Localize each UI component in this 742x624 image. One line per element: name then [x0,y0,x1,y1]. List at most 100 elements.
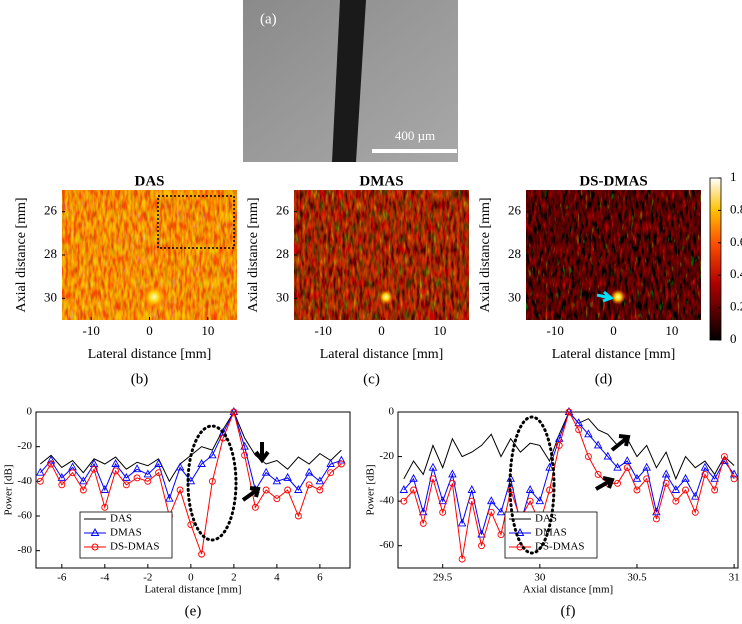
x-axis-label: Lateral distance [mm] [552,347,676,362]
x-tick-label: 31 [729,572,740,584]
marker [691,491,700,500]
y-tick-label: 28 [276,246,289,261]
marker [154,459,163,467]
marker [155,469,163,477]
marker [112,467,120,475]
panel-label: (a) [260,11,277,27]
marker [272,476,282,485]
marker [710,473,719,482]
marker [594,470,602,478]
marker [575,426,583,434]
marker [633,486,641,494]
legend-marker [91,543,99,551]
x-tick-label: 10 [433,323,446,338]
marker [229,407,239,415]
marker [730,475,738,483]
marker [623,464,631,472]
x-tick-label: 4 [274,572,280,584]
marker [46,455,56,464]
marker [208,477,216,485]
x-tick-label: 10 [201,323,214,338]
marker [671,485,681,493]
marker [409,473,418,482]
marker [79,486,87,494]
marker [399,485,409,493]
marker [315,476,325,485]
marker [614,479,621,487]
marker [574,418,583,427]
marker [410,486,417,494]
marker [535,496,545,505]
marker [584,429,593,438]
marker [565,408,573,416]
marker [526,497,534,505]
cyan-arrow [596,290,614,303]
marker [478,542,485,550]
marker [175,462,185,471]
marker [428,462,438,471]
marker [144,477,152,485]
legend-marker [90,527,100,536]
arrow [595,476,615,491]
marker [36,467,45,476]
image-title: DMAS [359,173,403,189]
colorbar-tick-label: 0 [730,331,737,346]
y-axis-label: Axial distance [mm] [246,197,261,312]
roi-box [157,195,235,249]
marker [419,519,427,527]
marker [681,473,690,482]
marker [400,497,408,505]
x-tick-label: -2 [143,572,152,584]
marker [176,486,184,494]
y-tick-label: 26 [276,203,290,218]
marker [458,555,466,563]
marker [457,518,467,527]
y-tick-label: -60 [17,510,32,522]
colorbar-tick-label: 0.4 [730,266,742,281]
marker [496,507,506,516]
marker [122,472,131,481]
x-tick-label: 30 [534,572,546,584]
marker [487,496,496,505]
x-tick-label: 0 [610,323,617,338]
colorbar-tick-label: 0.2 [730,299,742,314]
y-tick-label: -20 [379,450,394,462]
target-spot [378,289,394,305]
y-tick-label: 30 [508,289,521,304]
y-tick-label: 30 [276,289,289,304]
marker [448,469,457,478]
target-spot [610,289,626,305]
x-tick-label: 10 [665,323,678,338]
marker [701,470,709,478]
series-line [403,410,735,560]
arrow [610,434,631,452]
y-tick-label: -80 [17,544,32,556]
marker [101,503,109,511]
marker [58,481,66,489]
x-tick-label: 30.5 [627,572,647,584]
marker [284,486,292,494]
x-axis-label: Lateral distance [mm] [88,347,212,362]
x-tick-label: 0 [146,323,153,338]
x-tick-label: -10 [546,323,563,338]
marker [241,451,249,459]
marker [132,464,142,473]
marker [305,481,313,489]
marker [219,434,227,442]
x-axis-label: Lateral distance [mm] [320,347,444,362]
target-spot [141,284,167,310]
marker [652,515,660,523]
marker [69,469,77,477]
image-title: DAS [134,173,164,189]
x-axis-label: Lateral distance [mm] [144,584,241,596]
x-tick-label: -6 [57,572,67,584]
marker [439,508,447,516]
marker [261,467,271,476]
marker [545,462,554,471]
marker [720,453,728,461]
ellipse [508,415,556,555]
x-tick-label: 6 [317,572,323,584]
marker [187,521,195,529]
marker [304,467,314,476]
marker [337,455,346,464]
